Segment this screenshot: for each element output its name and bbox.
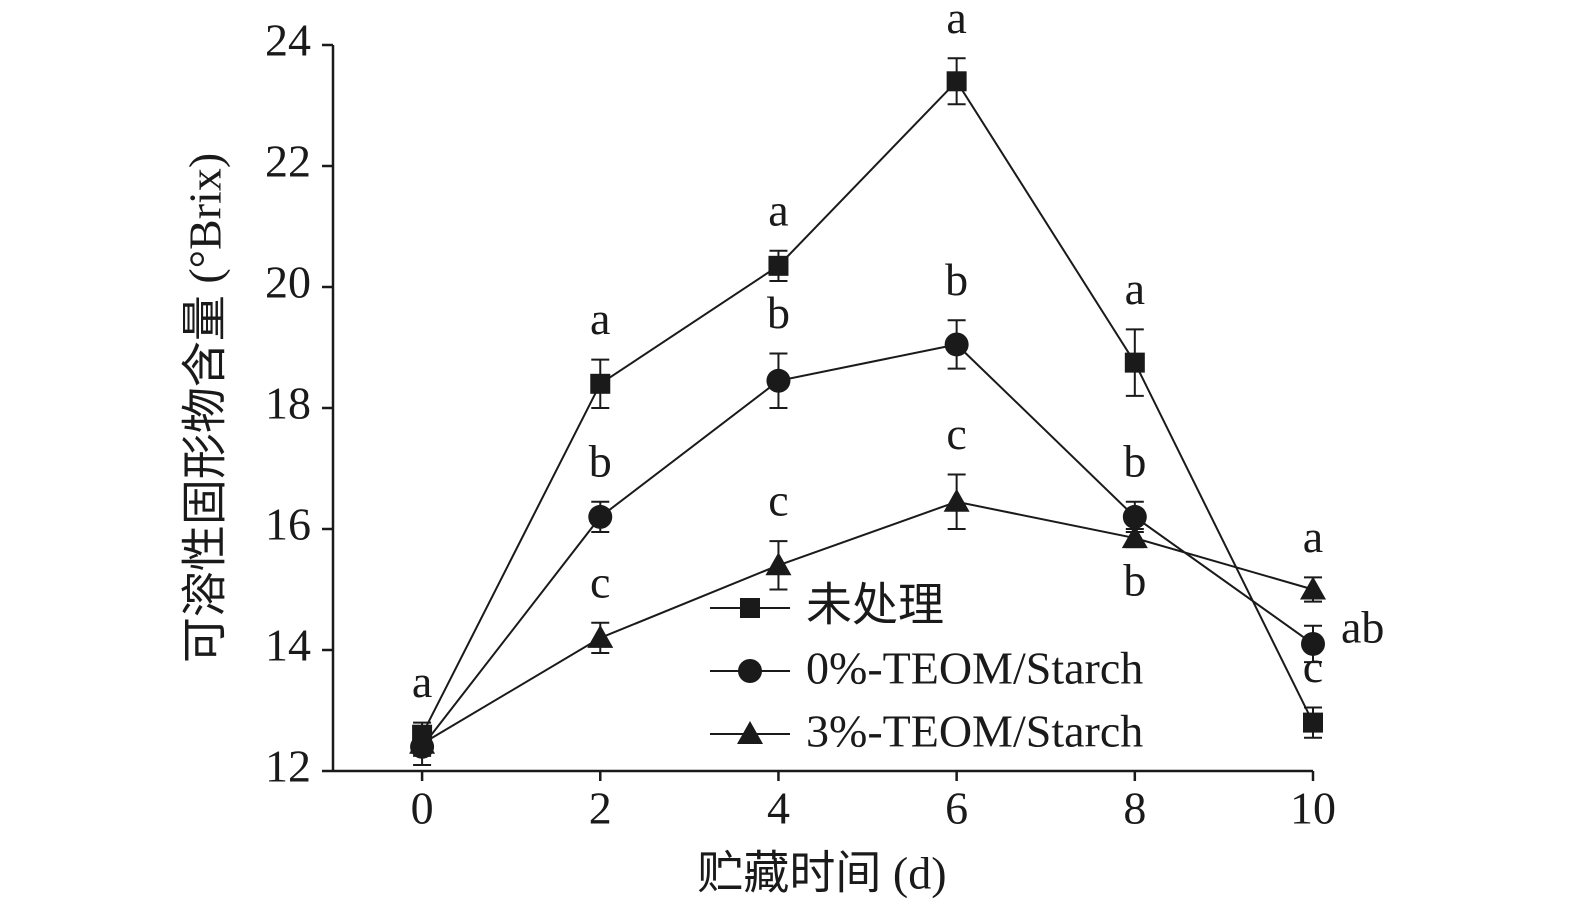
marker: [1124, 352, 1145, 373]
legend-marker: [740, 598, 760, 618]
legend-marker: [738, 659, 762, 683]
marker: [946, 71, 967, 92]
significance-letter: b: [945, 254, 968, 305]
significance-letter: a: [1125, 263, 1145, 314]
marker: [944, 332, 969, 357]
x-tick-label: 0: [411, 783, 434, 834]
marker: [943, 488, 970, 512]
x-tick-label: 4: [767, 783, 790, 834]
marker: [409, 730, 436, 754]
legend-label: 未处理: [806, 580, 944, 631]
x-axis-label: 贮藏时间 (d): [697, 848, 946, 899]
y-tick-label: 12: [265, 741, 311, 792]
marker: [1301, 631, 1325, 656]
x-tick-label: 8: [1123, 783, 1146, 834]
significance-letter: b: [767, 287, 790, 338]
x-tick-label: 6: [945, 783, 968, 834]
significance-letter: a: [946, 0, 966, 43]
y-tick-label: 20: [265, 257, 311, 308]
legend-label: 0%-TEOM/Starch: [806, 643, 1143, 694]
significance-letter: c: [590, 556, 610, 607]
marker: [768, 255, 789, 276]
significance-letter: a: [590, 293, 610, 344]
series-line: [421, 343, 1314, 748]
marker: [1121, 525, 1148, 549]
y-tick-label: 16: [265, 499, 311, 550]
marker: [1303, 712, 1323, 733]
series-line: [421, 500, 1314, 745]
significance-letter: b: [1123, 435, 1146, 486]
marker: [590, 373, 611, 394]
significance-letter: a: [768, 184, 788, 235]
series-line: [421, 79, 1314, 736]
y-tick-label: 14: [265, 620, 311, 671]
marker: [765, 552, 792, 576]
y-axis-label: 可溶性固形物含量 (°Brix): [180, 153, 231, 663]
marker: [766, 368, 791, 393]
significance-letter: a: [1303, 511, 1323, 562]
x-tick-label: 2: [589, 783, 612, 834]
significance-letter: b: [1123, 555, 1146, 606]
y-tick-label: 24: [265, 15, 311, 66]
significance-letter: c: [946, 408, 966, 459]
legend-marker: [737, 721, 763, 744]
marker: [588, 504, 613, 529]
significance-letter: ab: [1341, 602, 1384, 653]
marker: [587, 624, 614, 648]
y-tick-label: 22: [265, 136, 311, 187]
significance-letter: a: [412, 656, 432, 707]
x-tick-label: 10: [1290, 783, 1336, 834]
marker: [1122, 504, 1147, 529]
legend-label: 3%-TEOM/Starch: [806, 706, 1143, 757]
significance-letter: c: [768, 475, 788, 526]
significance-letter: b: [589, 435, 612, 486]
marker: [1300, 576, 1326, 600]
y-tick-label: 18: [265, 378, 311, 429]
